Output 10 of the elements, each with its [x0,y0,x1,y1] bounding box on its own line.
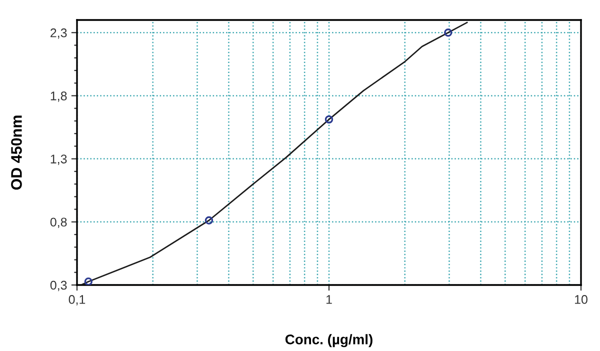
y-tick-label: 0,3 [50,280,67,292]
x-tick-label: 0,1 [68,295,86,306]
y-tick-label: 1,8 [50,92,67,102]
y-tick-label: 1,3 [50,154,67,165]
x-tick-label: 10 [575,295,588,304]
x-axis-title: Conc. (µg/ml) [285,334,372,348]
y-axis-title: OD 450nm [11,116,22,190]
y-tick-label: 2,3 [50,28,67,39]
y-tick-label: 0,8 [50,218,67,228]
x-tick-label: 1 [326,295,332,304]
